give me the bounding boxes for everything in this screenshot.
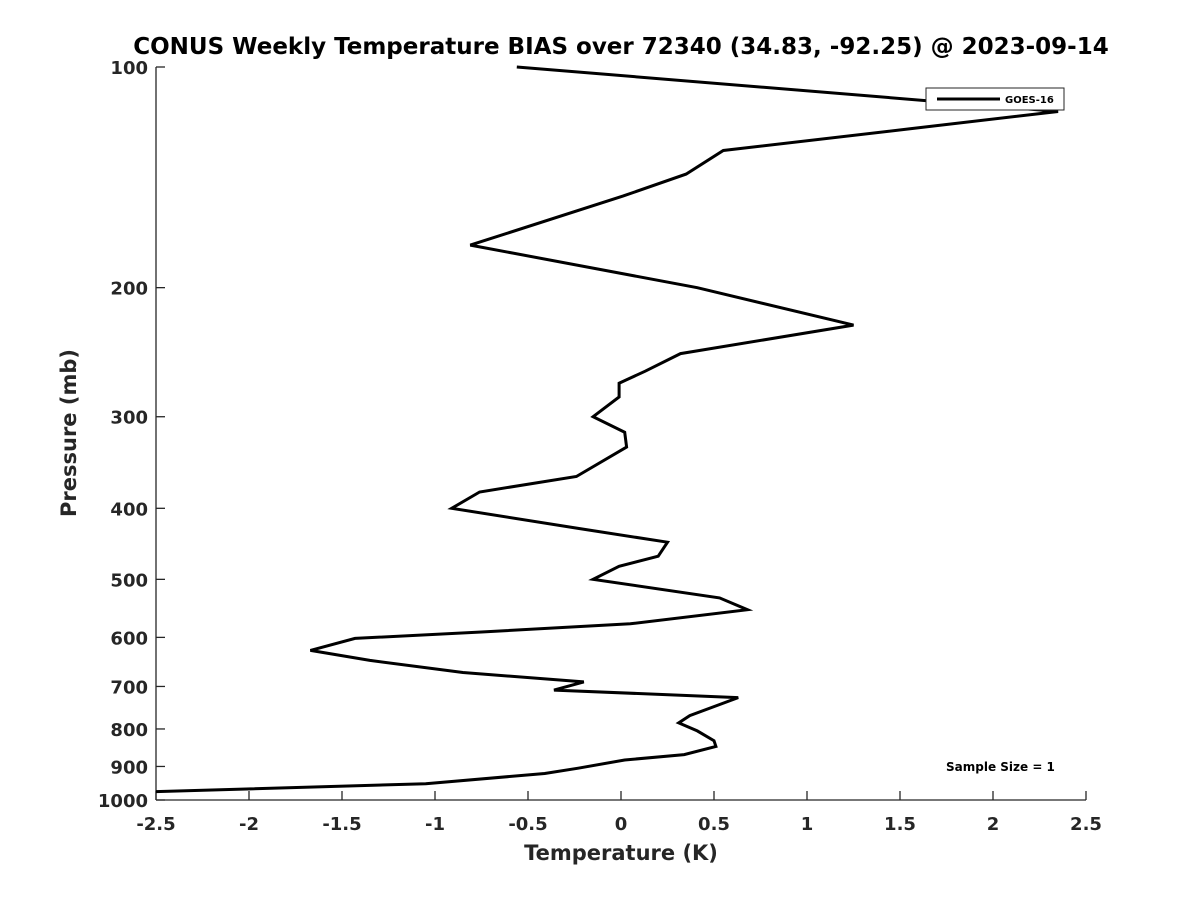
legend-label-goes-16: GOES-16	[1005, 95, 1054, 106]
series-line-goes-16	[155, 65, 1059, 794]
x-tick-label: -1.5	[322, 814, 361, 835]
y-tick-label: 400	[110, 499, 148, 520]
x-tick-label: -2	[239, 814, 259, 835]
x-tick-label: -2.5	[136, 814, 175, 835]
chart-title: CONUS Weekly Temperature BIAS over 72340…	[133, 34, 1108, 60]
legend: GOES-16	[925, 87, 1065, 111]
x-ticks: -2.5 -2 -1.5 -1 -0.5 0 0.5 1 1.5 2 2.5	[136, 791, 1102, 835]
x-tick-label: 1	[801, 814, 814, 835]
y-tick-label: 600	[110, 628, 148, 649]
y-tick-label: 900	[110, 757, 148, 778]
plot-area: -2.5 -2 -1.5 -1 -0.5 0 0.5 1 1.5 2 2.5 100 200 300 40…	[98, 58, 1102, 835]
y-axis-label: Pressure (mb)	[57, 349, 81, 517]
sample-size-annotation: Sample Size = 1	[946, 760, 1055, 774]
y-tick-label: 800	[110, 720, 148, 741]
y-ticks: 100 200 300 400 500 600 700 800 900 1000	[98, 58, 165, 812]
y-tick-label: 300	[110, 408, 148, 429]
x-tick-label: -0.5	[508, 814, 547, 835]
y-tick-label: 100	[110, 58, 148, 79]
y-tick-label: 700	[110, 677, 148, 698]
x-tick-label: 2.5	[1070, 814, 1102, 835]
x-tick-label: -1	[425, 814, 445, 835]
x-axis-label: Temperature (K)	[524, 841, 718, 865]
x-tick-label: 1.5	[884, 814, 916, 835]
x-tick-label: 2	[987, 814, 1000, 835]
y-tick-label: 200	[110, 279, 148, 300]
y-tick-label: 500	[110, 570, 148, 591]
y-tick-label: 1000	[98, 791, 148, 812]
x-tick-label: 0.5	[698, 814, 730, 835]
x-tick-label: 0	[615, 814, 628, 835]
